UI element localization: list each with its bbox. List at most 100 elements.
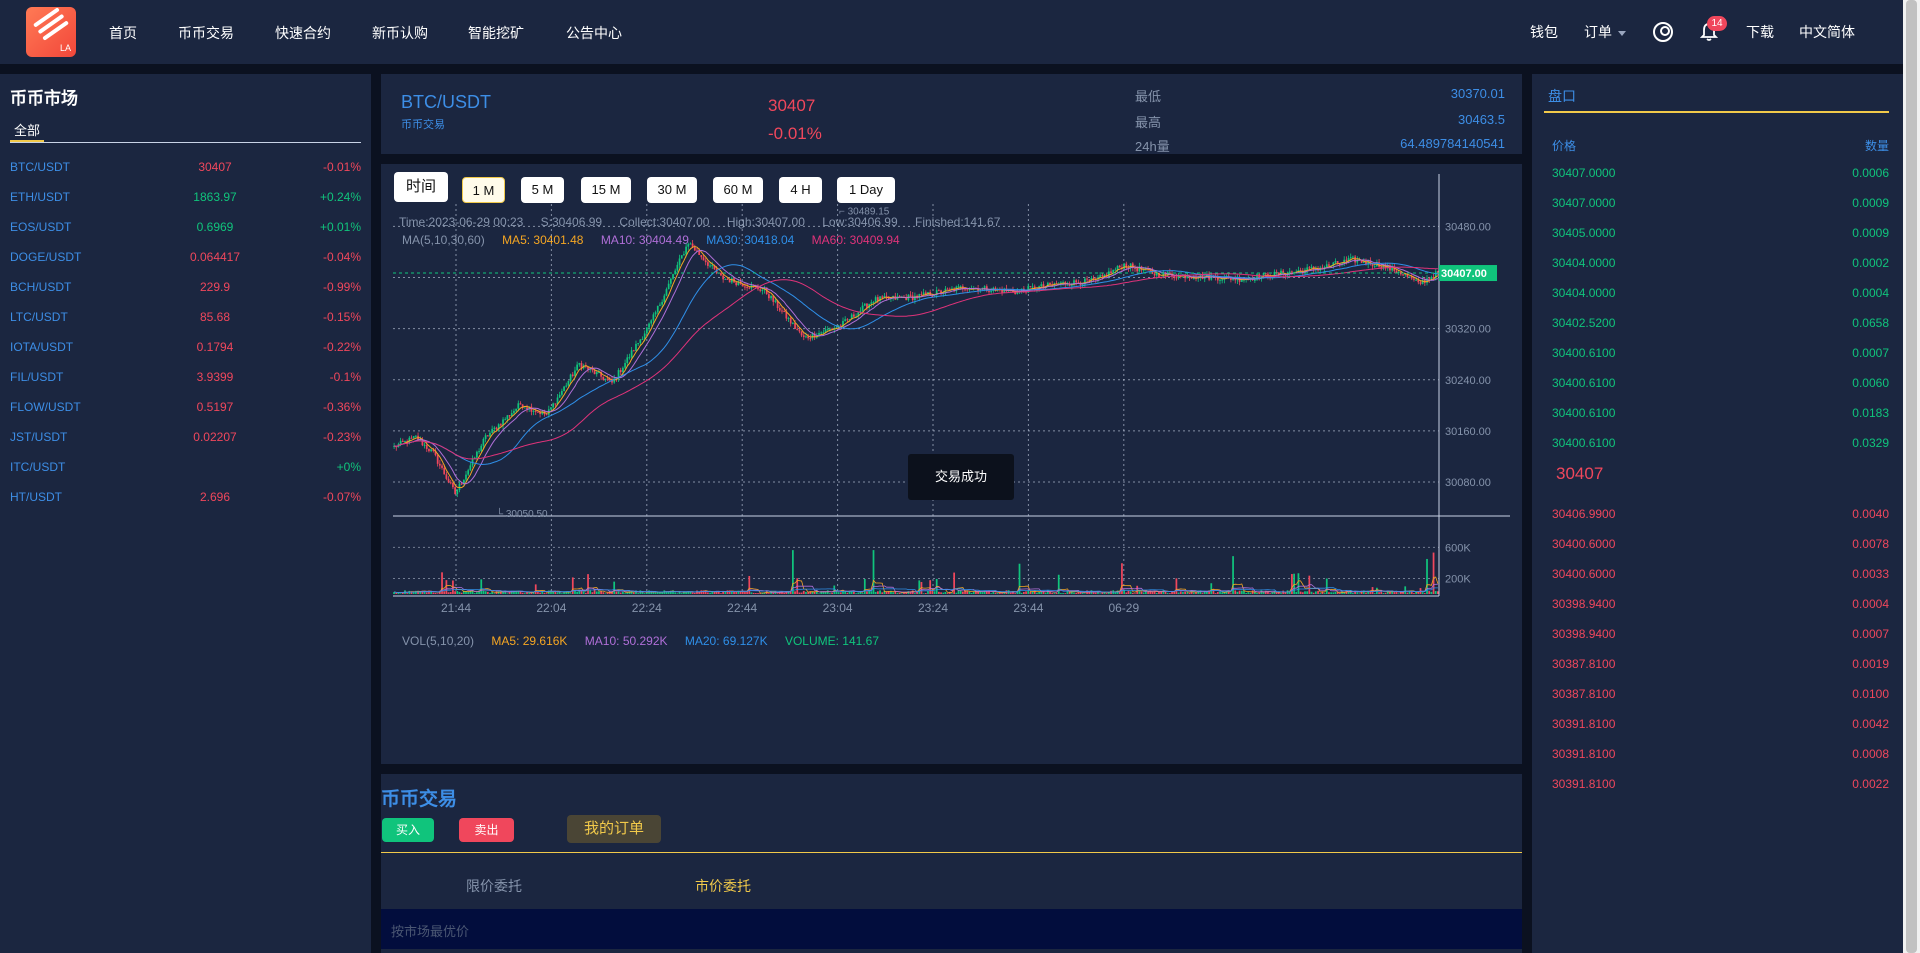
candle-body xyxy=(726,278,729,280)
market-row[interactable]: BTC/USDT 30407 -0.01% xyxy=(0,160,371,180)
market-row[interactable]: FLOW/USDT 0.5197 -0.36% xyxy=(0,400,371,420)
ma60-label: MA60: 30409.94 xyxy=(811,233,900,247)
tf-60m[interactable]: 60 M xyxy=(713,177,763,203)
volume-bar xyxy=(1334,591,1337,594)
volume-bar xyxy=(1064,593,1067,594)
volume-bar xyxy=(415,590,417,594)
candle-body xyxy=(820,332,823,334)
tab-limit-order[interactable]: 限价委托 xyxy=(466,878,522,894)
max-price-label: ⌐ 30489.15 xyxy=(839,207,890,218)
volume-bar xyxy=(1016,591,1019,594)
candle-body xyxy=(519,403,522,405)
buy-button[interactable]: 买入 xyxy=(382,818,434,842)
market-row[interactable]: ITC/USDT +0% xyxy=(0,460,371,480)
market-change: -0.01% xyxy=(322,160,361,174)
market-row[interactable]: IOTA/USDT 0.1794 -0.22% xyxy=(0,340,371,360)
candle-body xyxy=(401,440,404,442)
candle-body xyxy=(661,301,663,305)
volume-bar xyxy=(1201,593,1204,594)
volume-bar xyxy=(499,591,502,594)
volume-bar xyxy=(968,591,971,594)
brand-logo[interactable]: LA xyxy=(26,7,76,57)
volume-bar xyxy=(672,590,674,594)
volume-bar xyxy=(931,590,934,594)
volume-bar xyxy=(861,593,864,594)
volume-bar xyxy=(1153,590,1156,594)
volume-bar xyxy=(421,590,424,594)
volume-bar xyxy=(992,591,995,594)
nav-quick-contract[interactable]: 快速合约 xyxy=(275,25,331,41)
volume-bar xyxy=(722,590,725,594)
tf-time[interactable]: 时间 xyxy=(394,172,448,202)
candle-body xyxy=(491,428,494,433)
wallet-link[interactable]: 钱包 xyxy=(1530,24,1558,40)
download-link[interactable]: 下载 xyxy=(1746,24,1774,40)
volume-bar xyxy=(687,591,690,594)
volume-bar xyxy=(465,590,467,594)
x-tick-label: 23:24 xyxy=(918,601,948,615)
volume-bar xyxy=(469,590,472,594)
qty-column-header: 数量 xyxy=(1864,139,1889,153)
tf-5m[interactable]: 5 M xyxy=(521,177,564,203)
volume-bar xyxy=(927,590,929,594)
ask-qty: 0.0033 xyxy=(1852,567,1889,581)
tf-30m[interactable]: 30 M xyxy=(647,177,697,203)
candle-body xyxy=(935,290,938,295)
ma5-label: MA5: 30401.48 xyxy=(502,233,584,247)
candle-body xyxy=(931,295,934,297)
volume-bar xyxy=(1033,590,1036,594)
volume-bar xyxy=(735,591,738,594)
candle-body xyxy=(1297,270,1300,272)
market-row[interactable]: DOGE/USDT 0.064417 -0.04% xyxy=(0,250,371,270)
nav-mining[interactable]: 智能挖矿 xyxy=(468,25,524,41)
order-book-panel: 盘口 价格 数量 30407.0000 0.0006 30407.0000 0.000… xyxy=(1532,74,1903,953)
volume-bar xyxy=(715,590,718,594)
market-row[interactable]: JST/USDT 0.02207 -0.23% xyxy=(0,430,371,450)
volume-bar xyxy=(1299,591,1302,594)
orders-menu[interactable]: 订单 xyxy=(1584,22,1626,42)
tf-1m[interactable]: 1 M xyxy=(462,177,505,203)
volume-bar xyxy=(611,591,613,594)
volume-bar xyxy=(942,592,945,594)
candle-body xyxy=(1107,271,1110,277)
page-scrollbar[interactable] xyxy=(1903,0,1920,953)
volume-bar xyxy=(885,591,888,594)
scrollbar-thumb[interactable] xyxy=(1906,0,1917,953)
tab-all[interactable]: 全部 xyxy=(14,123,41,138)
price-input[interactable]: 按市场最优价 xyxy=(381,909,1522,949)
volume-bar xyxy=(1282,590,1285,594)
volume-bar xyxy=(713,591,716,594)
market-price: 30407 xyxy=(198,160,232,174)
candle-body xyxy=(537,411,539,413)
market-row[interactable]: HT/USDT 2.696 -0.07% xyxy=(0,490,371,510)
candle-body xyxy=(1040,284,1043,287)
market-row[interactable]: ETH/USDT 1863.97 +0.24% xyxy=(0,190,371,210)
tf-15m[interactable]: 15 M xyxy=(581,177,631,203)
volume-bar xyxy=(837,592,840,594)
my-orders-button[interactable]: 我的订单 xyxy=(567,815,661,843)
candle-body xyxy=(430,449,433,452)
volume-bar xyxy=(567,591,570,594)
nav-new-coin[interactable]: 新币认购 xyxy=(372,25,428,41)
candle-body xyxy=(650,320,653,324)
language-selector[interactable]: 中文简体 xyxy=(1799,24,1855,40)
market-row[interactable]: EOS/USDT 0.6969 +0.01% xyxy=(0,220,371,240)
volume-bar xyxy=(397,592,400,594)
nav-home[interactable]: 首页 xyxy=(109,25,137,41)
volume-bar xyxy=(1230,593,1232,594)
candle-body xyxy=(526,407,528,410)
ask-price: 30406.9900 xyxy=(1552,507,1616,521)
market-row[interactable]: LTC/USDT 85.68 -0.15% xyxy=(0,310,371,330)
tf-1day[interactable]: 1 Day xyxy=(837,177,895,203)
nav-announcements[interactable]: 公告中心 xyxy=(566,25,622,41)
market-row[interactable]: FIL/USDT 3.9399 -0.1% xyxy=(0,370,371,390)
volume-bar xyxy=(720,593,722,594)
tf-4h[interactable]: 4 H xyxy=(779,177,822,203)
nav-spot-trading[interactable]: 币币交易 xyxy=(178,25,234,41)
sell-button[interactable]: 卖出 xyxy=(459,818,514,842)
tab-market-order[interactable]: 市价委托 xyxy=(695,878,751,894)
user-icon[interactable] xyxy=(1653,22,1673,42)
candle-body xyxy=(1356,259,1359,263)
kline-chart[interactable]: 21:44 22:04 22:24 22:44 23:04 23:24 23:44 06-29… xyxy=(381,164,1522,764)
market-row[interactable]: BCH/USDT 229.9 -0.99% xyxy=(0,280,371,300)
